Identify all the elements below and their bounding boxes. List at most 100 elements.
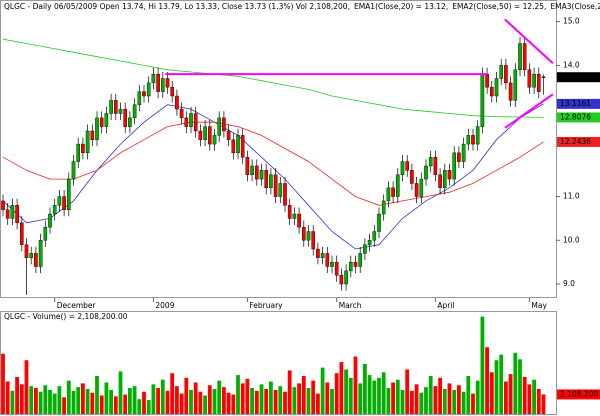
volume-bar — [90, 392, 95, 414]
volume-bar — [231, 394, 236, 414]
candle-body — [292, 213, 297, 219]
candle-body — [320, 253, 325, 258]
candle-body — [193, 113, 198, 132]
volume-bar — [48, 389, 52, 414]
volume-bar — [325, 382, 330, 414]
candle-body — [283, 183, 287, 206]
candle-body — [433, 157, 438, 175]
candle-body — [485, 73, 489, 88]
volume-bar — [522, 376, 527, 414]
x-tick-label: April — [437, 301, 454, 310]
volume-bar — [29, 386, 34, 414]
candle-body — [184, 117, 189, 127]
volume-bar — [207, 385, 212, 414]
candle-body — [522, 43, 527, 70]
last-close-label-box — [557, 72, 600, 83]
candle-body — [405, 161, 410, 171]
volume-bar — [461, 391, 466, 414]
volume-bar — [391, 382, 395, 414]
candle-body — [250, 165, 254, 175]
candle-body — [24, 244, 29, 258]
candle-body — [508, 82, 513, 101]
candle-body — [240, 135, 245, 158]
candle-body — [104, 113, 109, 127]
volume-bar — [316, 393, 320, 414]
volume-bar — [381, 372, 386, 414]
volume-bar — [137, 399, 142, 414]
candle-body — [353, 261, 358, 267]
candle-body — [447, 170, 452, 180]
legend-entry: EMA1(Close,20) = 13.12, — [354, 2, 448, 11]
volume-bar — [485, 347, 489, 414]
candle-body — [203, 126, 207, 140]
volume-bar — [471, 393, 475, 414]
volume-pane-frame — [0, 311, 557, 415]
volume-bar — [301, 375, 306, 414]
candle-body — [480, 73, 485, 127]
volume-bar — [175, 386, 179, 414]
volume-bar — [212, 388, 217, 414]
ema-line — [2, 103, 544, 250]
candle-body — [160, 78, 165, 92]
volume-bar — [334, 373, 339, 414]
volume-bar — [442, 388, 447, 414]
candle-body — [306, 231, 311, 241]
ema-value-label: 13.1161 — [560, 99, 591, 108]
ema-value-label: 12.8076 — [560, 112, 591, 121]
volume-bar — [414, 384, 419, 414]
x-tick-label: March — [339, 301, 362, 310]
volume-bar — [179, 393, 184, 414]
candle-body — [297, 213, 301, 228]
candle-body — [372, 231, 377, 241]
candle-body — [499, 65, 504, 79]
candle-body — [490, 87, 494, 97]
volume-bar — [34, 388, 38, 414]
candle-body — [179, 108, 184, 119]
candle-body — [400, 161, 405, 175]
candle-body — [537, 73, 541, 92]
candle-body — [198, 130, 203, 140]
candle-body — [419, 178, 424, 197]
candle-body — [76, 143, 80, 162]
volume-bar — [15, 376, 19, 414]
volume-bar — [71, 390, 76, 414]
ema-line — [2, 38, 544, 118]
legend-entry: EMA3(Close,200) = 12.81 — [550, 2, 600, 11]
candle-body — [414, 183, 419, 197]
volume-bar — [419, 392, 424, 414]
volume-bar — [410, 390, 414, 414]
candle-body — [66, 178, 71, 210]
y-tick-label: 15.0 — [563, 17, 580, 26]
x-tick-label: February — [249, 301, 283, 310]
volume-bar — [494, 360, 499, 414]
volume-bar — [193, 382, 198, 414]
candle-body — [48, 213, 52, 228]
volume-bar — [466, 375, 471, 414]
y-tick-label: 10.0 — [563, 235, 580, 244]
candle-body — [377, 213, 381, 232]
volume-bar — [5, 381, 10, 414]
volume-bar — [428, 375, 433, 414]
candle-body — [90, 130, 95, 140]
candle-body — [269, 174, 273, 189]
candle-body — [349, 261, 353, 272]
candle-body — [207, 126, 212, 145]
candle-body — [424, 165, 428, 180]
candle-body — [330, 261, 334, 267]
candle-body — [38, 240, 43, 267]
candle-body — [466, 135, 471, 145]
price-pane-frame — [0, 0, 557, 298]
volume-bar — [76, 387, 81, 414]
volume-bar — [184, 377, 189, 414]
candle-body — [541, 76, 546, 78]
volume-bar — [259, 384, 264, 414]
volume-title: QLGC - Volume() = 2,108,200.00 — [4, 312, 128, 321]
volume-bar — [283, 391, 287, 414]
last-close-label: 13.73 — [560, 72, 582, 81]
volume-bar — [52, 393, 57, 414]
candle-body — [151, 73, 156, 84]
volume-bar — [344, 369, 348, 414]
candle-body — [43, 226, 48, 241]
candle-body — [428, 157, 433, 167]
